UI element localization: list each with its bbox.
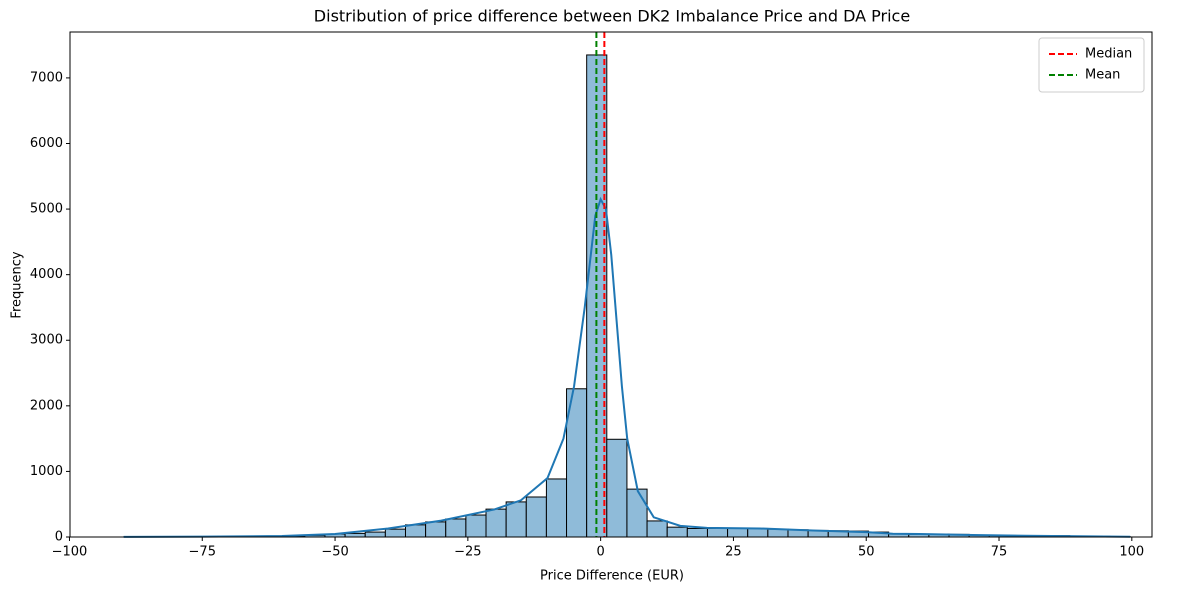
bar	[747, 527, 769, 538]
bar	[485, 508, 507, 538]
bar	[606, 438, 628, 538]
plot-frame	[69, 31, 1153, 538]
y-tick-label: 4000	[30, 267, 63, 282]
y-tick-label: 5000	[30, 202, 63, 217]
bar	[445, 518, 467, 538]
y-tick-label: 2000	[30, 398, 63, 413]
x-tick-label: −25	[454, 545, 481, 560]
legend-box	[1038, 37, 1145, 93]
y-tick-label: 3000	[30, 333, 63, 348]
bar	[727, 527, 749, 538]
bar	[364, 531, 386, 538]
y-axis-label: Frequency	[10, 251, 25, 318]
y-tick-label: 1000	[30, 464, 63, 479]
bar	[706, 527, 729, 538]
x-tick-label: 100	[1119, 545, 1144, 560]
bar	[646, 520, 668, 538]
x-tick-label: −100	[52, 545, 88, 560]
y-tick-label: 0	[55, 530, 63, 545]
bar	[626, 488, 648, 538]
x-tick-label: 50	[858, 545, 875, 560]
bar	[686, 527, 708, 538]
legend-label: Median	[1085, 47, 1132, 62]
x-axis-label: Price Difference (EUR)	[540, 569, 684, 584]
bar	[505, 501, 527, 538]
bar	[545, 478, 568, 538]
bar	[404, 524, 427, 538]
chart-title: Distribution of price difference between…	[314, 7, 910, 26]
x-tick-label: 25	[725, 545, 742, 560]
bar	[465, 514, 487, 538]
kde-line	[123, 196, 1131, 538]
bar	[666, 526, 688, 538]
bar	[344, 532, 366, 538]
x-tick-label: 0	[597, 545, 605, 560]
x-tick-label: 75	[991, 545, 1008, 560]
bar	[425, 521, 447, 538]
legend-label: Mean	[1085, 68, 1120, 83]
x-tick-label: −50	[321, 545, 348, 560]
bar	[384, 528, 406, 538]
y-tick-label: 7000	[30, 70, 63, 85]
x-tick-label: −75	[189, 545, 216, 560]
bar	[525, 496, 547, 538]
y-tick-label: 6000	[30, 136, 63, 151]
